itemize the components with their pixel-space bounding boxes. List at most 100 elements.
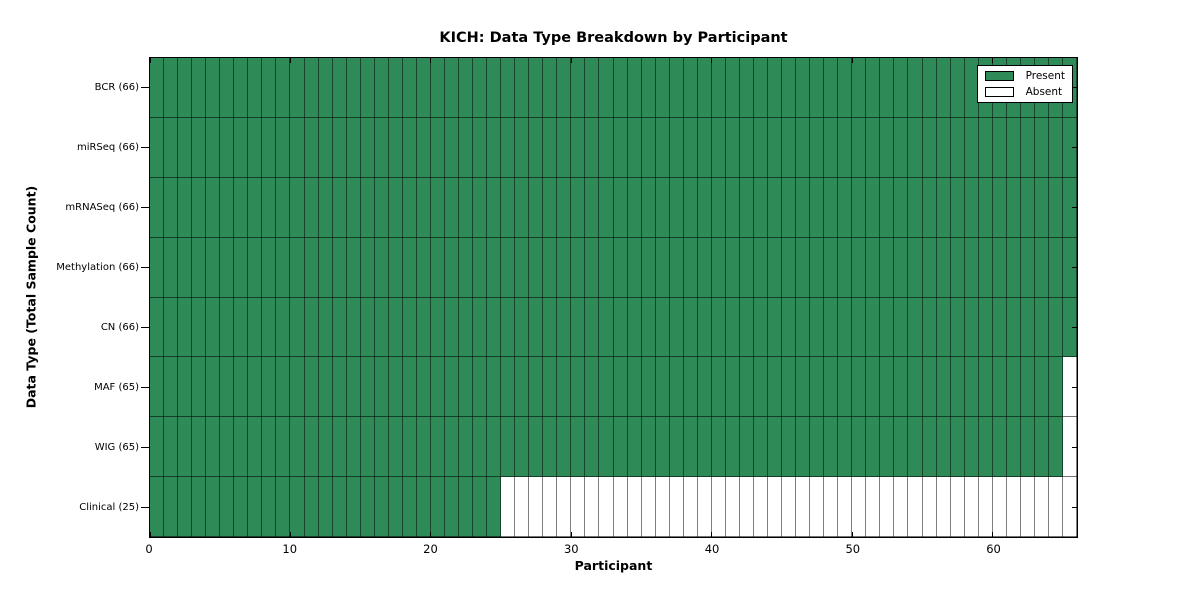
cell: [557, 357, 572, 418]
cell: [150, 58, 165, 118]
cell: [248, 297, 263, 358]
cell: [473, 237, 488, 298]
cell: [894, 477, 909, 537]
cell: [150, 117, 165, 178]
cell: [444, 177, 459, 238]
cell: [950, 357, 965, 418]
cell: [697, 357, 712, 418]
cell: [838, 297, 853, 358]
cell: [810, 177, 825, 238]
cell: [894, 417, 909, 478]
cell: [683, 117, 698, 178]
tick-mark: [141, 506, 149, 508]
cell: [234, 417, 249, 478]
cell: [936, 297, 951, 358]
cell: [796, 177, 811, 238]
cell: [683, 58, 698, 118]
cell: [304, 117, 319, 178]
cell: [402, 237, 417, 298]
cell: [388, 117, 403, 178]
tick-mark: [289, 58, 291, 63]
cell: [669, 297, 684, 358]
x-axis-label: Participant: [574, 558, 653, 573]
cell: [164, 357, 179, 418]
cell: [810, 297, 825, 358]
cell: [459, 237, 474, 298]
cell: [318, 357, 333, 418]
x-tick-label: 60: [986, 542, 1001, 556]
cell: [402, 477, 417, 537]
cell: [894, 117, 909, 178]
cell: [290, 58, 305, 118]
cell: [866, 297, 881, 358]
cell: [276, 117, 291, 178]
cell: [388, 297, 403, 358]
cell: [613, 357, 628, 418]
cell: [852, 117, 867, 178]
cell: [206, 58, 221, 118]
cell: [838, 237, 853, 298]
cell: [360, 237, 375, 298]
cell: [515, 417, 530, 478]
cell: [796, 117, 811, 178]
cell: [711, 417, 726, 478]
cell: [711, 58, 726, 118]
cell: [487, 417, 502, 478]
cell: [866, 177, 881, 238]
cell: [346, 117, 361, 178]
cell: [824, 477, 839, 537]
tick-mark: [711, 532, 713, 537]
cell: [515, 58, 530, 118]
cell: [950, 297, 965, 358]
cell: [768, 237, 783, 298]
cell: [810, 237, 825, 298]
cell: [220, 117, 235, 178]
cell: [304, 58, 319, 118]
cell: [880, 297, 895, 358]
tick-marks: [141, 58, 1077, 537]
tick-mark: [141, 446, 149, 448]
cell: [164, 58, 179, 118]
cell: [1062, 357, 1077, 418]
cell: [304, 177, 319, 238]
cell: [402, 357, 417, 418]
legend-label-absent: Absent: [1025, 86, 1063, 98]
cell: [459, 417, 474, 478]
cell: [150, 477, 165, 537]
cell: [529, 417, 544, 478]
tick-mark: [1072, 207, 1077, 209]
cell: [936, 58, 951, 118]
cell: [1048, 297, 1063, 358]
cell: [922, 477, 937, 537]
cell: [346, 58, 361, 118]
cell: [866, 417, 881, 478]
tick-mark: [149, 58, 151, 63]
cell: [360, 58, 375, 118]
cell: [444, 117, 459, 178]
tick-mark: [1072, 386, 1077, 388]
cell: [543, 117, 558, 178]
cell: [880, 417, 895, 478]
cell: [332, 58, 347, 118]
cell: [992, 117, 1007, 178]
cell: [852, 237, 867, 298]
cell: [711, 117, 726, 178]
cell: [501, 177, 516, 238]
cell: [557, 237, 572, 298]
cell: [711, 357, 726, 418]
cell: [487, 477, 502, 537]
cell: [571, 58, 586, 118]
legend-item-absent: Absent: [984, 86, 1065, 98]
legend-item-present: Present: [984, 70, 1065, 82]
cell: [796, 357, 811, 418]
cell: [725, 417, 740, 478]
cell: [683, 357, 698, 418]
cell: [669, 477, 684, 537]
cell: [248, 58, 263, 118]
cell: [1020, 357, 1035, 418]
cell: [852, 177, 867, 238]
cell: [908, 357, 923, 418]
cell: [388, 237, 403, 298]
cell: [922, 417, 937, 478]
cell: [402, 117, 417, 178]
